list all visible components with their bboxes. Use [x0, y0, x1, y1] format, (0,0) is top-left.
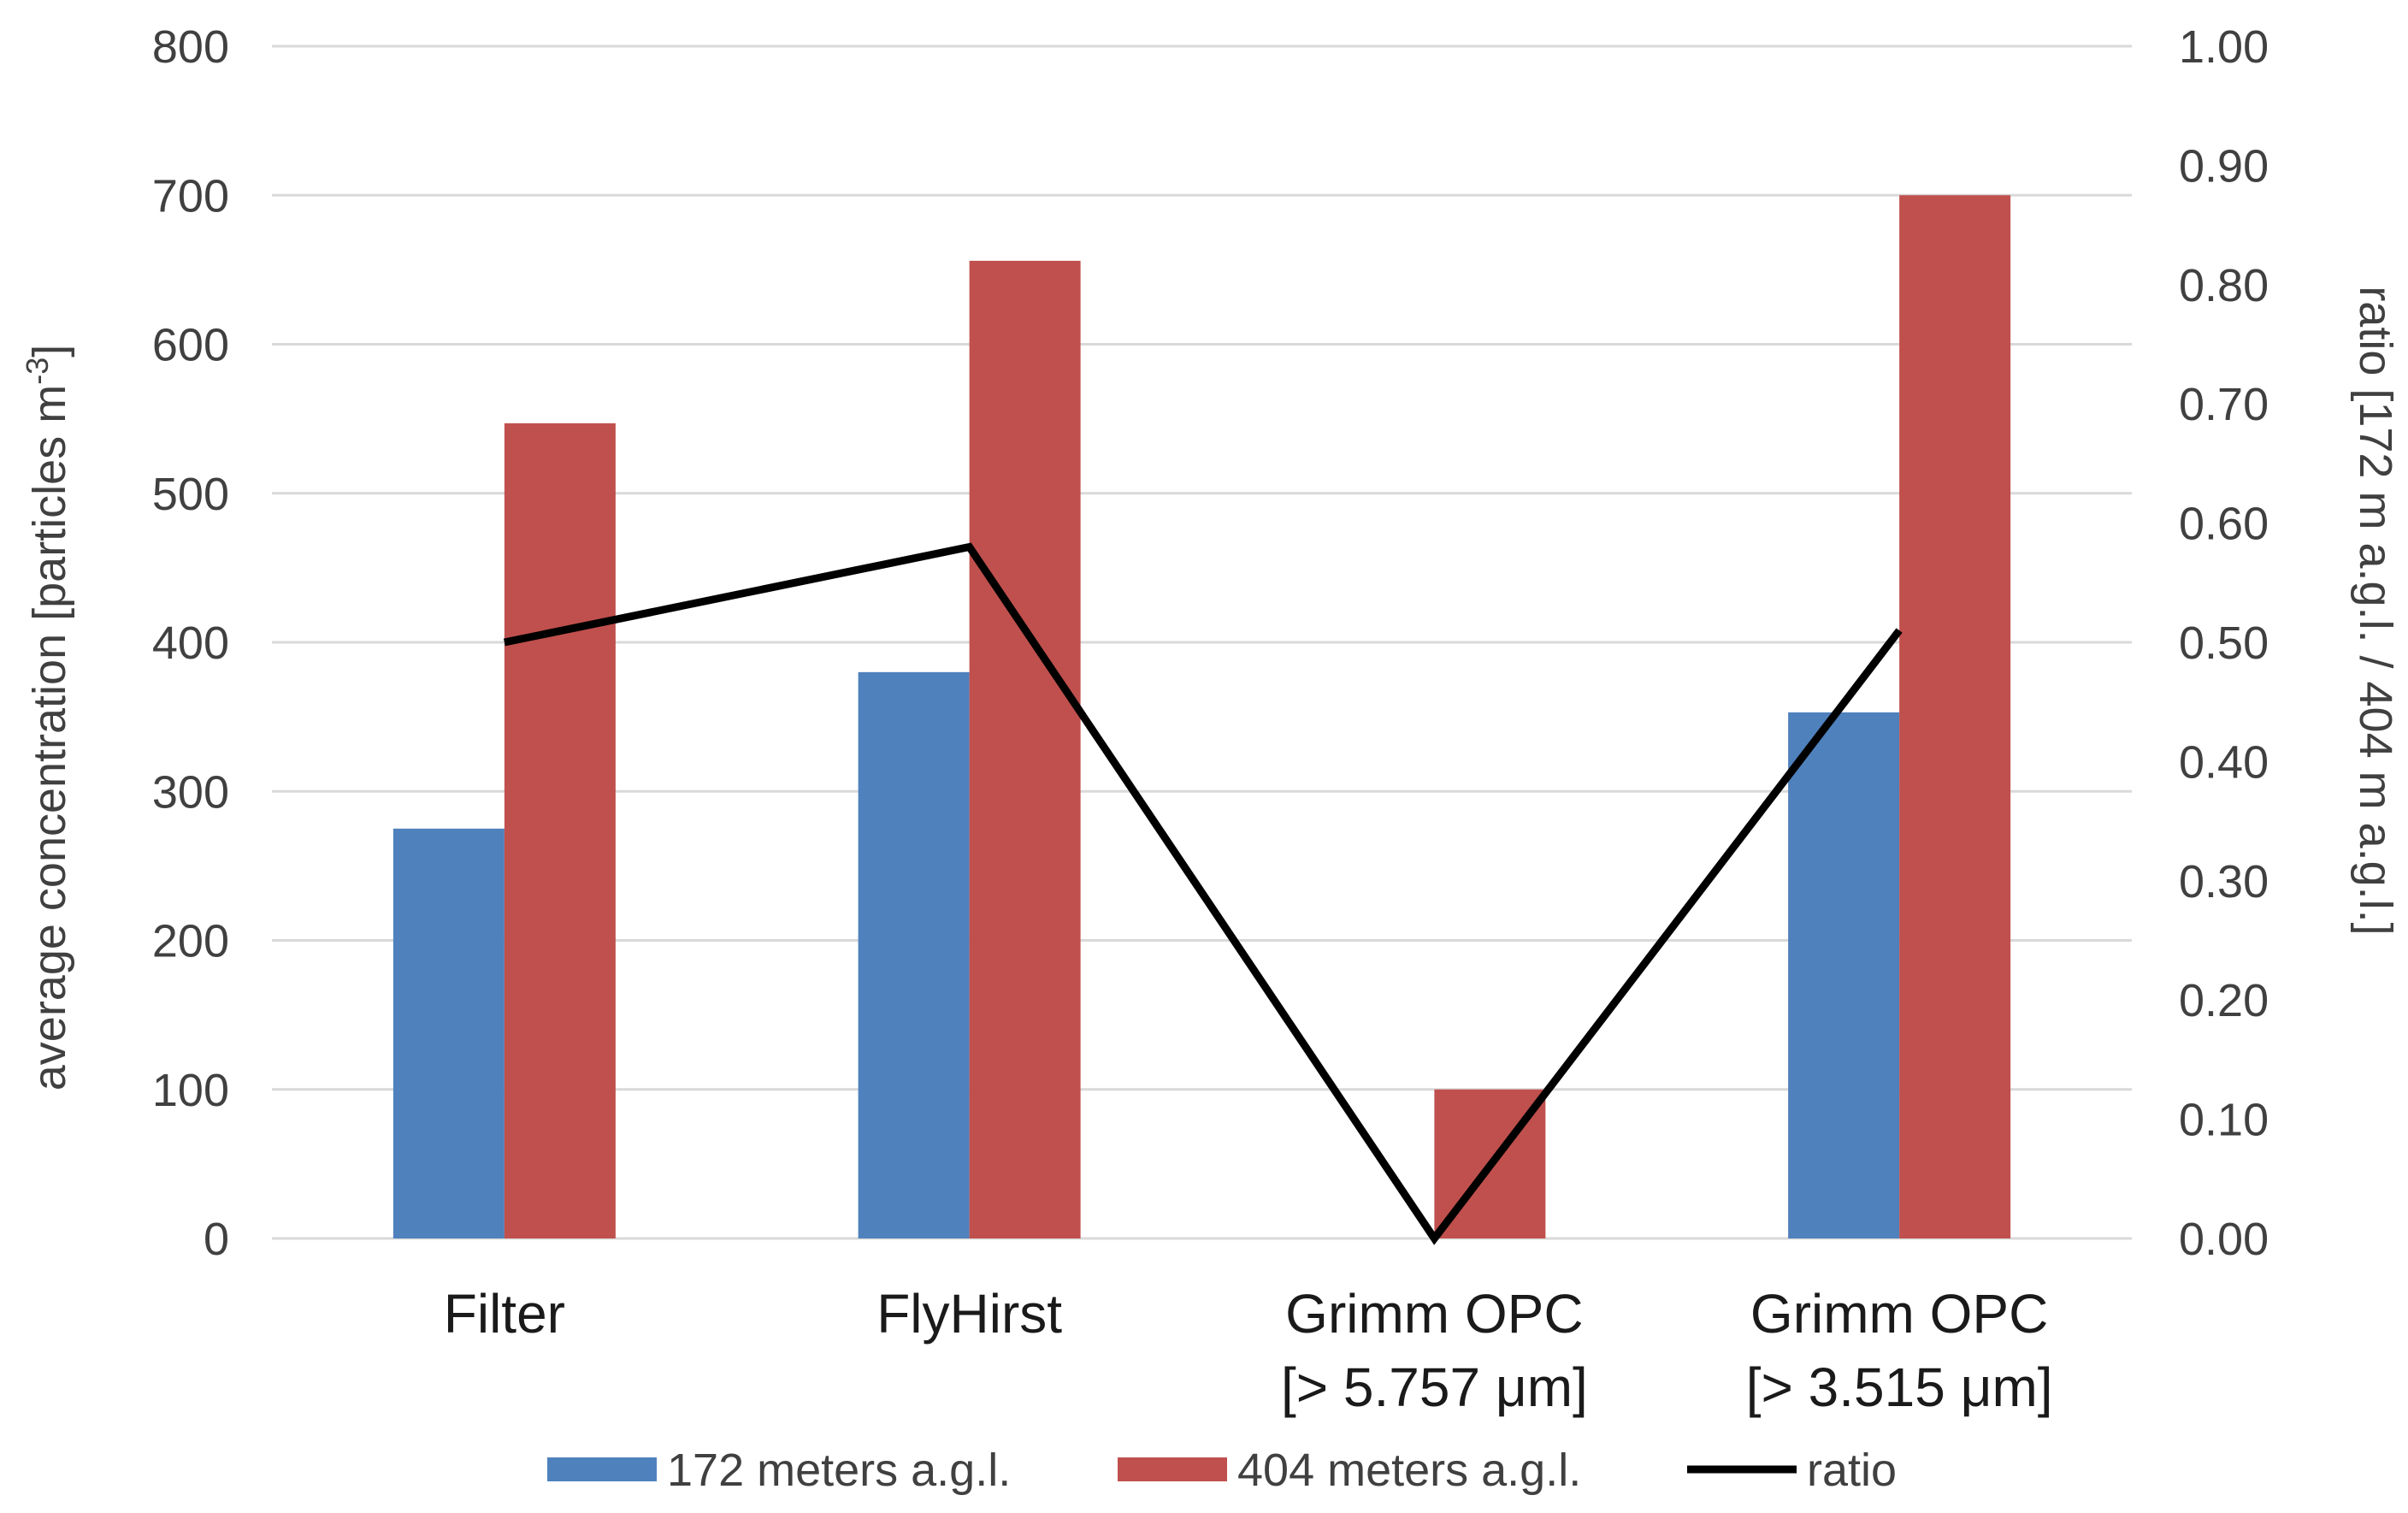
left-axis-tick-label: 100	[152, 1065, 229, 1116]
left-axis-tick-label: 400	[152, 618, 229, 669]
legend-label: ratio	[1807, 1445, 1897, 1496]
ratio-line	[503, 542, 1903, 1245]
bar-404m	[969, 260, 1081, 1238]
legend-swatch	[547, 1457, 657, 1481]
bar-404m	[1899, 195, 2011, 1238]
left-axis-tick-label: 800	[152, 21, 229, 73]
right-axis-tick-label: 0.60	[2179, 499, 2269, 550]
bar-172m	[858, 671, 970, 1238]
right-axis-title: ratio [172 m a.g.l. / 404 m a.g.l.]	[2350, 286, 2401, 935]
right-axis-ticks: 0.00 0.10 0.20 0.30 0.40 0.50 0.60 0.70 0.80 0.90…	[2179, 21, 2269, 1265]
left-axis-ticks: 0 100 200 300 400 500 600 700 800	[152, 21, 229, 1265]
category-axis-labels: Filter FlyHirst Grimm OPC [> 5.757 μm] Grimm…	[444, 1283, 2053, 1418]
right-axis-tick-label: 0.30	[2179, 856, 2269, 907]
right-axis-tick-label: 0.10	[2179, 1095, 2269, 1146]
left-axis-title: average concentration [particles m-3]	[20, 345, 75, 1090]
category-label: Grimm OPC [> 3.515 μm]	[1746, 1283, 2053, 1418]
ratio-line-series	[503, 542, 1903, 1245]
legend-label: 172 meters a.g.l.	[667, 1445, 1011, 1496]
bar-172m	[392, 828, 505, 1238]
right-axis-tick-label: 0.00	[2179, 1214, 2269, 1265]
left-axis-tick-label: 0	[204, 1214, 229, 1265]
bar-404m	[504, 423, 616, 1238]
right-axis-tick-label: 0.50	[2179, 618, 2269, 669]
legend: 172 meters a.g.l. 404 meters a.g.l. ratio	[547, 1445, 1897, 1496]
legend-label: 404 meters a.g.l.	[1237, 1445, 1581, 1496]
category-label: FlyHirst	[876, 1283, 1062, 1345]
bar-series	[392, 195, 2011, 1238]
legend-swatch	[1118, 1457, 1227, 1481]
right-axis-tick-label: 0.40	[2179, 736, 2269, 788]
left-axis-tick-label: 500	[152, 469, 229, 520]
bar-172m	[1788, 712, 1900, 1238]
category-label: Grimm OPC [> 5.757 μm]	[1281, 1283, 1588, 1418]
left-axis-tick-label: 600	[152, 320, 229, 371]
right-axis-tick-label: 1.00	[2179, 21, 2269, 73]
left-axis-tick-label: 300	[152, 766, 229, 818]
left-axis-tick-label: 200	[152, 916, 229, 967]
category-label: Filter	[444, 1283, 565, 1345]
right-axis-tick-label: 0.80	[2179, 260, 2269, 311]
right-axis-tick-label: 0.90	[2179, 140, 2269, 192]
left-axis-tick-label: 700	[152, 170, 229, 222]
right-axis-tick-label: 0.20	[2179, 975, 2269, 1026]
right-axis-tick-label: 0.70	[2179, 379, 2269, 430]
